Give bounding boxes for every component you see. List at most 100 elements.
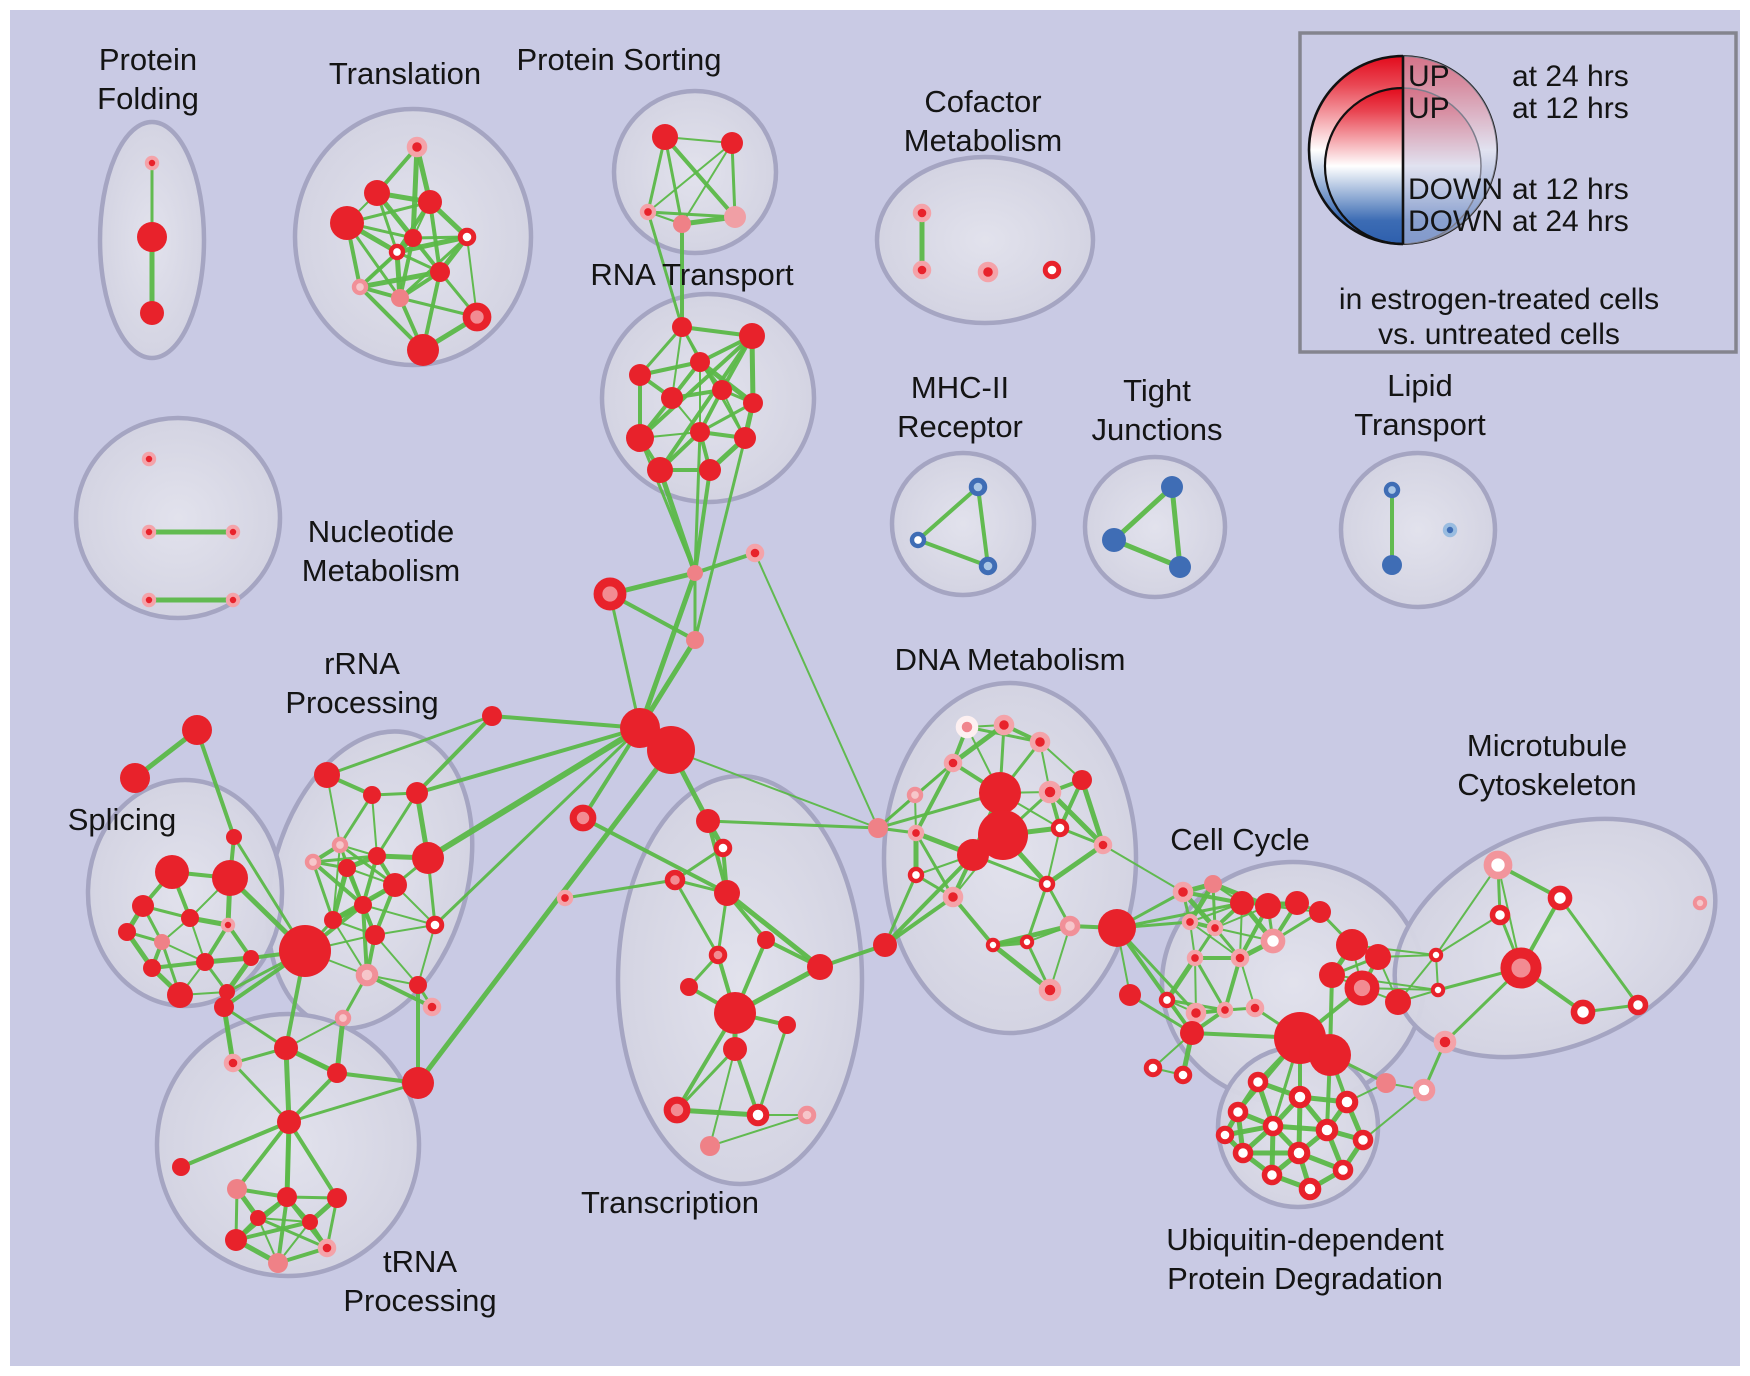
cluster-label-rna-transport: RNA Transport [590, 257, 794, 292]
gene-node [943, 753, 963, 773]
legend-dial-fade-right-half [1403, 56, 1497, 244]
edge [1115, 926, 1194, 1035]
gene-node [1336, 929, 1368, 961]
gene-node [144, 155, 160, 171]
legend-dial-outer-left-arc [1307, 54, 1404, 246]
legend-direction-label: DOWN [1408, 173, 1503, 206]
gene-node [141, 524, 157, 540]
gene-node [1260, 928, 1286, 954]
cluster-label-tight-junctions: Tight Junctions [1092, 373, 1223, 447]
gene-node [167, 982, 193, 1008]
cluster-ellipse-tight-junctions [1082, 454, 1228, 600]
edge [646, 210, 684, 329]
gene-node [1098, 909, 1136, 947]
gene-node [277, 1110, 301, 1134]
gene-node [1215, 1125, 1235, 1145]
edge [195, 728, 236, 839]
gene-node [388, 243, 406, 261]
gene-node [402, 1067, 434, 1099]
gene-node [743, 393, 763, 413]
gene-node [334, 1009, 352, 1027]
gene-node [907, 866, 925, 884]
gene-node [422, 997, 442, 1017]
gene-node [331, 836, 349, 854]
gene-node [993, 714, 1015, 736]
gene-node [327, 1063, 347, 1083]
gene-node [154, 934, 170, 950]
gene-node [363, 786, 381, 804]
gene-node [734, 427, 756, 449]
gene-node [664, 869, 686, 891]
gene-node [1344, 970, 1380, 1006]
gene-node [243, 950, 259, 966]
edge [1169, 484, 1183, 570]
gene-node [118, 923, 136, 941]
edge [1025, 882, 1049, 944]
edge [883, 895, 955, 947]
edge [375, 791, 419, 858]
gene-node [364, 180, 390, 206]
edge [1079, 777, 1106, 848]
edge [681, 142, 733, 225]
edge [990, 942, 1053, 993]
gene-node [317, 1238, 337, 1258]
gene-node [906, 786, 924, 804]
gene-node [409, 976, 427, 994]
edge [338, 793, 374, 847]
gene-node [1335, 1090, 1359, 1114]
edge [950, 722, 1007, 766]
node-layer [118, 124, 1708, 1273]
gene-node [1309, 1034, 1351, 1076]
gene-node [141, 592, 157, 608]
gene-node [807, 954, 833, 980]
legend-time-label: at 24 hrs [1512, 60, 1629, 93]
gene-node [1287, 1141, 1311, 1165]
gene-node [1119, 984, 1141, 1006]
edge [257, 1217, 311, 1223]
edge [1115, 901, 1244, 930]
edge [674, 1107, 761, 1118]
edge [1435, 914, 1501, 956]
gene-node [1232, 1142, 1254, 1164]
cluster-label-rrna-processing: rRNA Processing [285, 646, 438, 720]
edge [222, 1005, 288, 1050]
gene-node [968, 477, 988, 497]
gene-node [1433, 1030, 1457, 1054]
edge [1128, 993, 1194, 1035]
gene-node [143, 959, 161, 977]
gene-node [1319, 962, 1345, 988]
gene-node [1206, 919, 1224, 937]
gene-node [979, 772, 1021, 814]
legend-dial-inner-left-arc [1323, 86, 1404, 246]
cluster-label-line: Cytoskeleton [1457, 767, 1636, 802]
edge [675, 1047, 737, 1112]
cluster-label-splicing: Splicing [68, 802, 177, 837]
cluster-label-line: Cell Cycle [1170, 822, 1310, 857]
gene-node [690, 422, 710, 442]
gene-node [227, 1179, 247, 1199]
edge [1362, 1089, 1425, 1141]
edge [1193, 956, 1227, 1012]
edge [663, 135, 684, 226]
legend-time-label: at 24 hrs [1512, 205, 1629, 238]
cluster-label-line: Microtubule [1467, 728, 1627, 763]
cluster-label-line: RNA Transport [590, 257, 794, 292]
gene-node [279, 925, 331, 977]
gene-node [1059, 915, 1081, 937]
cluster-label-line: Transcription [581, 1185, 759, 1220]
gene-node [1365, 944, 1391, 970]
gene-node [700, 1136, 720, 1156]
cluster-label-line: Lipid [1387, 368, 1453, 403]
gene-node [120, 763, 150, 793]
edge [914, 831, 955, 899]
edge [563, 878, 677, 900]
gene-node [223, 1053, 243, 1073]
edge [425, 725, 643, 861]
edge [916, 538, 990, 568]
cluster-label-line: Metabolism [302, 553, 461, 588]
gene-node [330, 206, 364, 240]
gene-node [274, 1036, 298, 1060]
gene-node [137, 222, 167, 252]
gene-node [797, 1105, 817, 1125]
gene-node [912, 260, 932, 280]
